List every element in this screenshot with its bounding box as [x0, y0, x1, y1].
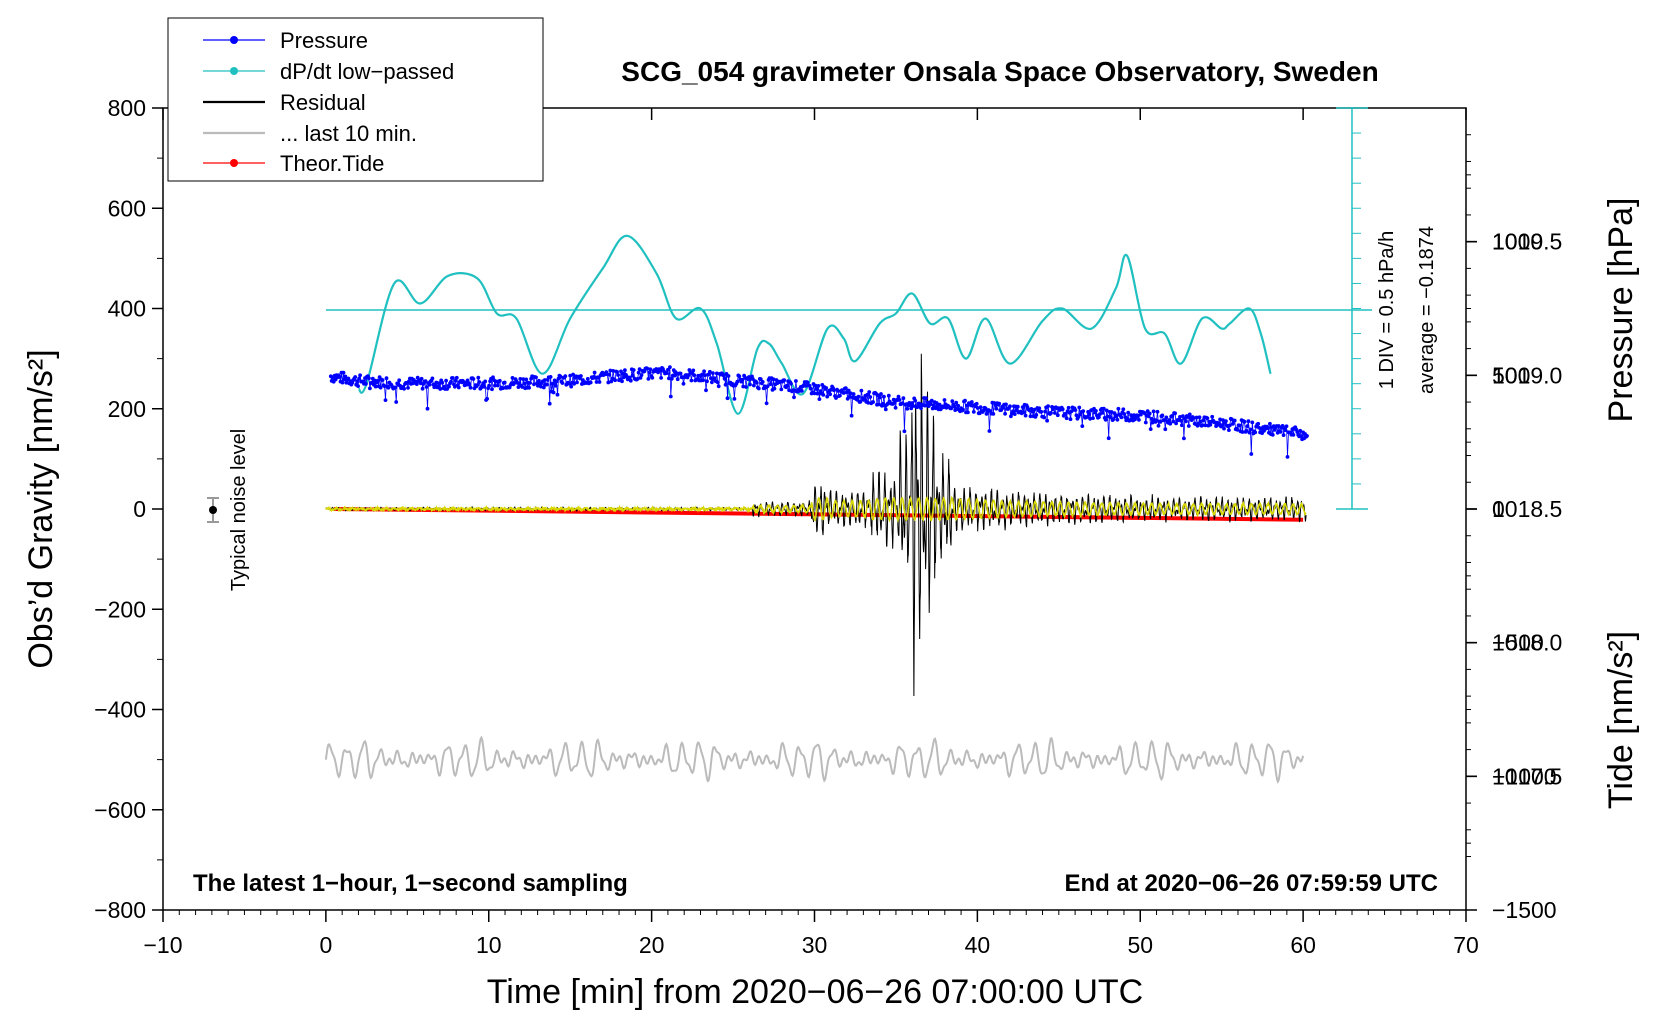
x-axis-label: Time [min] from 2020−06−26 07:00:00 UTC [487, 973, 1143, 1011]
tide-tick-label: −1000 [1492, 763, 1557, 789]
legend-label-pressure: Pressure [280, 28, 368, 53]
tide-axis: 1000 500 0 −500 −1000 −1500 [1466, 174, 1557, 923]
y-tick-label: −600 [94, 797, 146, 823]
legend-label-residual: Residual [280, 90, 366, 115]
last-10-min-series [324, 735, 1305, 784]
x-tick-label: 70 [1453, 932, 1479, 958]
end-time-note: End at 2020−06−26 07:59:59 UTC [1064, 870, 1438, 897]
y-tick-label: −800 [94, 897, 146, 923]
x-tick-label: 10 [476, 932, 502, 958]
x-tick-label: 40 [965, 932, 991, 958]
dpdt-series [357, 234, 1272, 415]
legend-item-pressure: Pressure [203, 28, 368, 53]
pressure-axis-label: Pressure [hPa] [1602, 198, 1640, 423]
x-tick-label: 30 [802, 932, 828, 958]
legend-box [167, 17, 544, 182]
legend-label-dpdt: dP/dt low−passed [280, 59, 454, 84]
legend: Pressure dP/dt low−passed Residual ... l… [167, 17, 544, 182]
legend-item-last10: ... last 10 min. [203, 121, 417, 146]
y-tick-label: 0 [133, 496, 146, 522]
x-tick-label: 50 [1127, 932, 1153, 958]
legend-item-tide: Theor.Tide [203, 151, 384, 176]
pressure-tick-label: 1018.0 [1492, 630, 1562, 656]
y-tick-label: 400 [108, 296, 146, 322]
x-tick-label: 20 [639, 932, 665, 958]
y-tick-label: 800 [108, 95, 146, 121]
pressure-tick-label: 1018.5 [1492, 496, 1562, 522]
x-tick-label: −10 [143, 932, 182, 958]
legend-item-residual: Residual [203, 90, 366, 115]
y-tick-label: 600 [108, 195, 146, 221]
y-tick-label: −400 [94, 697, 146, 723]
pressure-series [328, 365, 1309, 459]
dpdt-scale-bar [1335, 107, 1368, 510]
noise-level-marker [207, 497, 219, 523]
average-annotation: average = −0.1874 [1416, 226, 1438, 394]
tide-tick-label: −500 [1492, 630, 1544, 656]
x-tick-label: 0 [319, 932, 332, 958]
pressure-tick-label: 1019.0 [1492, 362, 1562, 388]
y-axis-label: Obs’d Gravity [nm/s²] [22, 349, 60, 668]
tide-tick-label: 1000 [1492, 229, 1543, 255]
legend-item-dpdt: dP/dt low−passed [203, 59, 454, 84]
pressure-tick-label: 1019.5 [1492, 229, 1562, 255]
pressure-tick-label: 1017.5 [1492, 763, 1562, 789]
tide-tick-label: 500 [1492, 362, 1530, 388]
tide-tick-label: −1500 [1492, 897, 1557, 923]
x-axis: −10 0 10 20 30 40 50 60 70 [143, 108, 1479, 958]
pressure-axis: 1019.5 1019.0 1018.5 1018.0 1017.5 [1466, 134, 1562, 858]
legend-label-tide: Theor.Tide [280, 151, 384, 176]
y-axis: 800 600 400 200 0 −200 −400 −600 −800 [94, 95, 163, 923]
div-annotation: 1 DIV = 0.5 hPa/h [1376, 231, 1398, 389]
noise-level-label: Typical noise level [228, 429, 250, 591]
residual-series [325, 353, 1307, 697]
y-tick-label: 200 [108, 396, 146, 422]
tide-axis-label: Tide [nm/s²] [1602, 631, 1640, 809]
legend-label-last10: ... last 10 min. [280, 121, 417, 146]
y-tick-label: −200 [94, 596, 146, 622]
residual-filtered-series [325, 495, 1307, 524]
x-tick-label: 60 [1290, 932, 1316, 958]
chart-title: SCG_054 gravimeter Onsala Space Observat… [621, 56, 1378, 87]
tide-tick-label: 0 [1492, 496, 1505, 522]
sampling-note: The latest 1−hour, 1−second sampling [193, 870, 628, 897]
